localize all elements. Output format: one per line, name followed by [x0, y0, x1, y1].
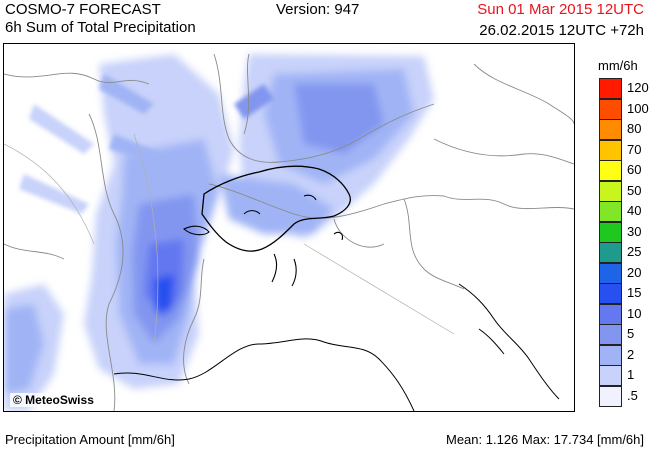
legend-label-100: 100	[627, 100, 649, 116]
country-borders	[4, 53, 574, 411]
legend-label-5: 5	[627, 326, 635, 341]
legend-label-40: 40	[627, 203, 642, 218]
footer-quantity-label: Precipitation Amount [mm/6h]	[5, 432, 175, 447]
copyright-label: © MeteoSwiss	[10, 393, 97, 407]
precipitation-map: © MeteoSwiss	[3, 43, 575, 412]
legend-label-25: 25	[627, 244, 642, 259]
legend-swatch-100	[599, 98, 622, 120]
map-canvas	[4, 53, 574, 411]
legend-label-120: 120	[627, 80, 649, 95]
legend-label-p5: .5	[627, 387, 638, 403]
legend-swatch-70	[599, 139, 622, 161]
coastline	[113, 283, 560, 411]
precipitation-field	[4, 54, 434, 411]
legend-label-30: 30	[627, 223, 642, 239]
legend-unit: mm/6h	[598, 58, 638, 73]
precipitation-streaks	[19, 74, 274, 214]
rivers	[4, 133, 455, 345]
legend-swatch-2	[599, 344, 622, 366]
legend-swatch-20	[599, 262, 622, 284]
lakes	[183, 194, 343, 287]
legend-swatch-25	[599, 242, 622, 263]
legend-label-1: 1	[627, 367, 635, 382]
forecast-subtitle: 6h Sum of Total Precipitation	[5, 19, 196, 36]
legend-label-20: 20	[627, 264, 642, 280]
legend-label-10: 10	[627, 305, 642, 321]
legend-label-50: 50	[627, 182, 642, 198]
legend-label-70: 70	[627, 141, 642, 157]
legend-swatch-80	[599, 119, 622, 140]
legend-swatch-50	[599, 180, 622, 202]
legend-label-2: 2	[627, 346, 635, 362]
legend-swatch-120	[599, 78, 622, 99]
legend-swatch-p5	[599, 385, 622, 407]
legend-swatch-60	[599, 160, 622, 181]
version-label: Version: 947	[276, 1, 360, 18]
legend-label-80: 80	[627, 121, 642, 136]
legend-swatch-5	[599, 324, 622, 345]
legend-swatch-40	[599, 201, 622, 222]
legend-label-15: 15	[627, 285, 642, 300]
footer-statistics: Mean: 1.126 Max: 17.734 [mm/6h]	[446, 432, 644, 447]
valid-time: Sun 01 Mar 2015 12UTC	[477, 1, 644, 18]
legend-swatch-1	[599, 365, 622, 386]
forecast-title: COSMO-7 FORECAST	[5, 1, 161, 18]
switzerland-border	[201, 165, 351, 252]
legend-swatch-10	[599, 303, 622, 325]
legend-swatch-30	[599, 221, 622, 243]
legend-label-60: 60	[627, 162, 642, 177]
legend-swatch-15	[599, 283, 622, 304]
run-info: 26.02.2015 12UTC +72h	[479, 22, 644, 39]
